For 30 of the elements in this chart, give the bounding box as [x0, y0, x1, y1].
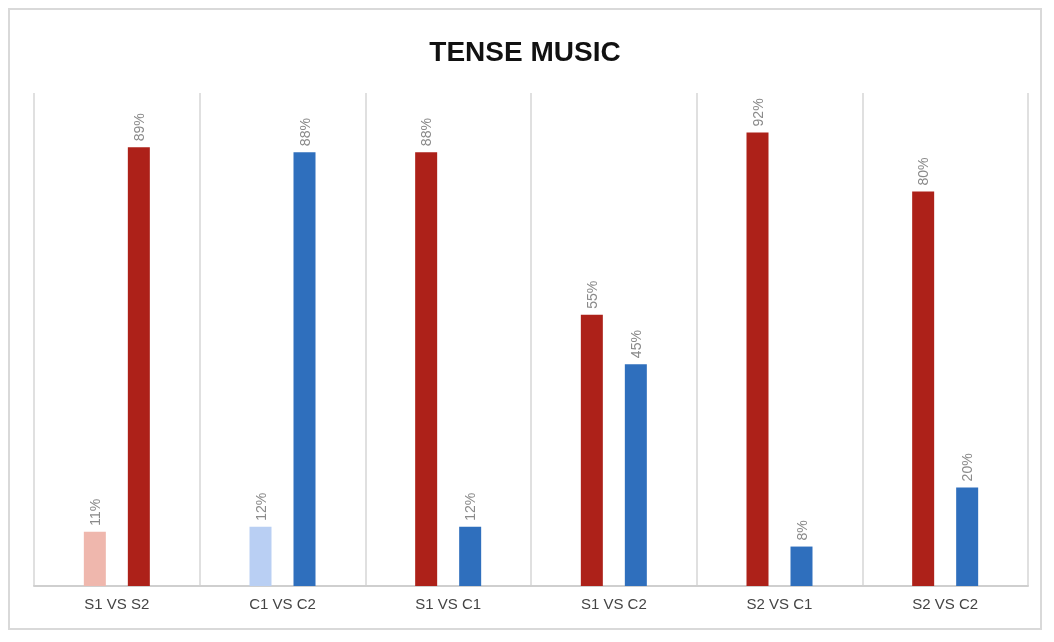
bar — [746, 132, 769, 586]
x-tick-label: S2 VS C1 — [746, 595, 813, 612]
chart-title: TENSE MUSIC — [429, 35, 621, 67]
bar — [459, 526, 482, 586]
data-label: 92% — [749, 98, 766, 127]
bar — [249, 526, 272, 586]
x-tick-label: C1 VS C2 — [249, 595, 316, 612]
data-label: 12% — [462, 492, 479, 521]
bar — [415, 152, 438, 586]
bar — [624, 364, 647, 586]
x-tick-label: S1 VS S2 — [84, 595, 150, 612]
data-label: 88% — [296, 118, 313, 147]
data-label: 20% — [959, 453, 976, 482]
data-label: 45% — [627, 330, 644, 359]
data-label: 89% — [130, 113, 147, 142]
bar — [956, 487, 979, 586]
bar — [912, 191, 935, 586]
x-tick-label: S1 VS C1 — [415, 595, 482, 612]
bar — [790, 546, 813, 586]
bar — [83, 531, 106, 586]
data-label: 80% — [915, 157, 932, 186]
data-label: 88% — [418, 118, 435, 147]
bar — [293, 152, 316, 586]
x-tick-label: S2 VS C2 — [912, 595, 979, 612]
bar — [580, 314, 603, 586]
data-label: 8% — [793, 520, 810, 541]
data-label: 11% — [86, 498, 103, 526]
x-tick-label: S1 VS C2 — [580, 595, 647, 612]
data-label: 55% — [583, 280, 600, 309]
data-label: 12% — [252, 492, 269, 521]
